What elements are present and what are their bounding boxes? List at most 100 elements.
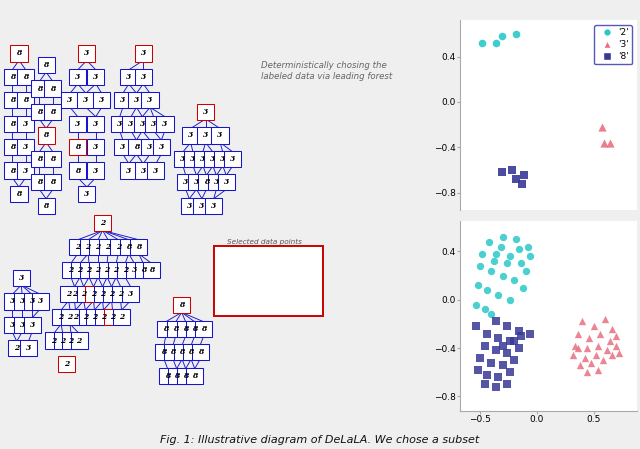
Text: 3: 3 — [151, 120, 156, 128]
FancyBboxPatch shape — [99, 262, 116, 278]
FancyBboxPatch shape — [44, 80, 61, 97]
FancyBboxPatch shape — [67, 309, 84, 325]
Text: 8: 8 — [278, 256, 283, 264]
FancyBboxPatch shape — [24, 317, 41, 333]
FancyBboxPatch shape — [186, 368, 204, 384]
FancyBboxPatch shape — [216, 295, 231, 310]
Point — [502, 349, 513, 357]
Text: 3: 3 — [120, 96, 125, 104]
FancyBboxPatch shape — [44, 174, 61, 190]
Point — [525, 330, 535, 337]
FancyBboxPatch shape — [292, 274, 307, 289]
Text: 8: 8 — [183, 325, 188, 333]
FancyBboxPatch shape — [164, 344, 182, 361]
FancyBboxPatch shape — [292, 253, 307, 268]
FancyBboxPatch shape — [10, 45, 28, 62]
Text: 8: 8 — [161, 348, 166, 356]
Text: 3: 3 — [93, 73, 99, 81]
Point — [497, 32, 507, 40]
Point — [605, 139, 615, 146]
Text: 2: 2 — [77, 266, 83, 274]
Text: 2: 2 — [51, 336, 56, 344]
Text: 8: 8 — [134, 143, 139, 151]
Text: 8: 8 — [179, 348, 185, 356]
Text: 3: 3 — [220, 155, 225, 163]
Text: 3: 3 — [128, 290, 133, 298]
Point — [516, 332, 526, 339]
Point — [504, 369, 515, 376]
FancyBboxPatch shape — [69, 139, 86, 155]
FancyBboxPatch shape — [156, 344, 173, 361]
FancyBboxPatch shape — [122, 115, 140, 132]
Text: 8: 8 — [17, 190, 22, 198]
FancyBboxPatch shape — [197, 128, 214, 144]
FancyBboxPatch shape — [86, 309, 103, 325]
Point — [482, 371, 492, 378]
Text: 2: 2 — [58, 313, 63, 321]
Text: 2: 2 — [278, 277, 283, 286]
FancyBboxPatch shape — [235, 274, 250, 289]
Point — [482, 330, 492, 337]
Text: 3: 3 — [230, 155, 236, 163]
Text: 2: 2 — [116, 243, 121, 251]
FancyBboxPatch shape — [120, 239, 138, 255]
Point — [498, 272, 508, 279]
Point — [482, 286, 492, 294]
Point — [486, 359, 497, 366]
FancyBboxPatch shape — [79, 239, 97, 255]
Text: 3: 3 — [140, 120, 145, 128]
FancyBboxPatch shape — [61, 92, 79, 108]
Text: 2: 2 — [100, 219, 105, 227]
FancyBboxPatch shape — [145, 115, 162, 132]
FancyBboxPatch shape — [103, 286, 120, 302]
Text: 3: 3 — [75, 73, 81, 81]
FancyBboxPatch shape — [235, 295, 250, 310]
FancyBboxPatch shape — [254, 295, 269, 310]
FancyBboxPatch shape — [195, 151, 211, 167]
Point — [509, 357, 519, 364]
Point — [516, 260, 526, 267]
FancyBboxPatch shape — [32, 293, 49, 309]
FancyBboxPatch shape — [159, 368, 176, 384]
FancyBboxPatch shape — [94, 286, 111, 302]
Text: 3: 3 — [214, 178, 219, 186]
Point — [475, 262, 485, 269]
Point — [607, 325, 617, 332]
FancyBboxPatch shape — [214, 151, 231, 167]
Text: 3: 3 — [153, 167, 159, 175]
Point — [518, 284, 529, 291]
Point — [484, 238, 494, 245]
Text: 8: 8 — [23, 96, 28, 104]
FancyBboxPatch shape — [4, 115, 21, 132]
Text: 2: 2 — [110, 313, 115, 321]
FancyBboxPatch shape — [77, 309, 94, 325]
FancyBboxPatch shape — [122, 286, 139, 302]
Text: 8: 8 — [10, 167, 15, 175]
Text: 2: 2 — [60, 336, 65, 344]
FancyBboxPatch shape — [13, 293, 31, 309]
Legend: '2', '3', '8': '2', '3', '8' — [595, 25, 632, 64]
FancyBboxPatch shape — [216, 253, 231, 268]
Text: 3: 3 — [159, 143, 164, 151]
Text: 3: 3 — [187, 202, 192, 210]
FancyBboxPatch shape — [143, 262, 160, 278]
FancyBboxPatch shape — [62, 262, 79, 278]
Point — [573, 344, 583, 352]
FancyBboxPatch shape — [177, 368, 195, 384]
Point — [473, 366, 483, 374]
Text: 2: 2 — [76, 336, 82, 344]
FancyBboxPatch shape — [87, 139, 104, 155]
Text: 8: 8 — [51, 84, 56, 92]
FancyBboxPatch shape — [186, 321, 204, 337]
Point — [486, 267, 497, 274]
Point — [582, 369, 592, 376]
Text: 3: 3 — [129, 120, 134, 128]
FancyBboxPatch shape — [4, 92, 21, 108]
Point — [495, 243, 506, 250]
Text: 2: 2 — [73, 313, 78, 321]
Text: 3: 3 — [67, 96, 73, 104]
Text: 3: 3 — [203, 108, 208, 116]
Text: 8: 8 — [259, 277, 264, 286]
Text: 3: 3 — [29, 321, 35, 329]
Point — [607, 352, 617, 359]
